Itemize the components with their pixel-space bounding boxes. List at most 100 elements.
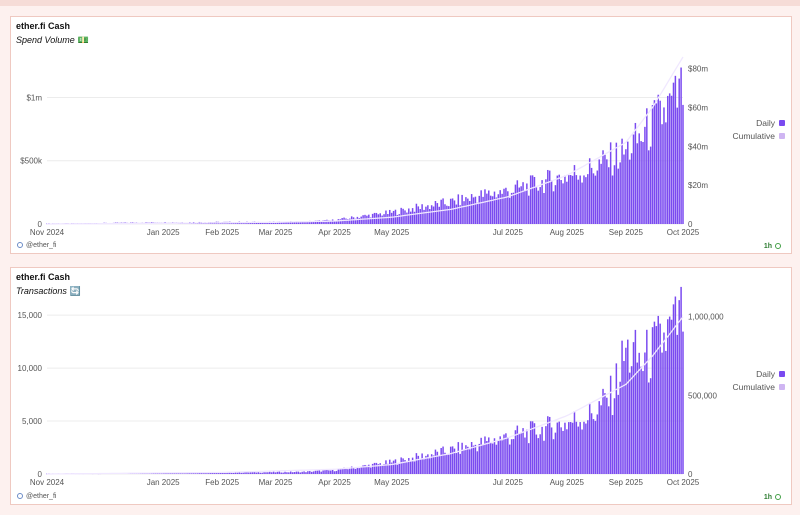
daily-bar [284, 471, 286, 474]
chart-legend[interactable]: Daily Cumulative [732, 368, 785, 394]
spend-volume-panel: ether.fi Cash Spend Volume 💵 0 $500k $1m 0 $2… [10, 16, 792, 254]
freshness-text: 1h [763, 494, 772, 501]
daily-bar [508, 197, 511, 224]
daily-bar [219, 472, 222, 474]
daily-bar [425, 455, 427, 474]
daily-bar [493, 191, 496, 224]
daily-bar [604, 393, 606, 474]
daily-bar [341, 468, 343, 474]
daily-bar [168, 473, 170, 474]
daily-bars [46, 286, 684, 475]
daily-bar [170, 473, 172, 474]
y-right-tick-label: 0 [688, 220, 693, 229]
daily-bar [295, 471, 298, 474]
daily-bar [360, 466, 362, 474]
daily-bar [651, 105, 654, 224]
daily-bar [269, 471, 271, 474]
daily-bar [594, 175, 597, 224]
legend-item-daily[interactable]: Daily [732, 117, 785, 130]
top-strip [0, 0, 800, 6]
daily-bar [293, 221, 296, 224]
daily-bar [642, 141, 644, 224]
daily-bar [453, 448, 456, 474]
daily-bar [541, 426, 543, 474]
daily-bar [459, 453, 461, 474]
daily-bar [284, 221, 286, 224]
daily-bar [592, 419, 595, 474]
daily-bar [528, 443, 530, 474]
daily-bar [358, 217, 361, 224]
daily-bar [215, 472, 218, 474]
daily-bar [314, 470, 317, 474]
daily-bar [596, 170, 599, 224]
daily-bar [369, 217, 372, 224]
daily-bar [644, 352, 646, 474]
daily-bar [272, 471, 275, 474]
daily-bar [352, 467, 355, 474]
daily-bar [303, 221, 305, 224]
daily-bar [267, 222, 269, 224]
daily-bar [545, 426, 547, 474]
daily-bar [352, 217, 355, 224]
daily-bar [533, 423, 536, 474]
daily-bar [625, 347, 627, 474]
legend-item-daily[interactable]: Daily [732, 368, 785, 381]
daily-bar [560, 180, 562, 224]
daily-bar [520, 186, 522, 224]
daily-bar [514, 184, 517, 224]
daily-bar [175, 473, 178, 474]
daily-bar [562, 183, 564, 224]
daily-bar [289, 471, 292, 474]
daily-bar [194, 473, 197, 474]
daily-bar [657, 315, 659, 474]
daily-bar [297, 221, 300, 224]
daily-bar [255, 222, 258, 224]
daily-bar [474, 196, 477, 224]
daily-bar [299, 472, 301, 474]
daily-bar [676, 107, 679, 224]
daily-bar [436, 203, 439, 224]
legend-item-cumulative[interactable]: Cumulative [732, 381, 785, 394]
refresh-emoji-icon: 🔄 [69, 286, 82, 296]
source-handle[interactable]: @ether_fi [17, 242, 56, 249]
daily-bar [628, 372, 631, 474]
daily-bar [409, 461, 412, 474]
daily-bar [537, 190, 540, 224]
daily-bar [482, 196, 484, 224]
daily-bar [230, 472, 233, 474]
daily-bar [444, 452, 446, 474]
daily-bar [558, 174, 560, 224]
handle-text: @ether_fi [26, 242, 57, 249]
daily-bar [602, 388, 604, 474]
daily-bar [463, 449, 465, 474]
daily-bar [282, 222, 284, 224]
x-tick-label: Oct 2025 [667, 478, 700, 487]
daily-bar [649, 378, 652, 474]
x-tick-label: Aug 2025 [550, 228, 585, 237]
daily-bar [238, 472, 241, 474]
daily-bar [316, 220, 319, 224]
daily-bar [457, 194, 460, 224]
daily-bar [366, 215, 368, 224]
daily-bar [307, 221, 309, 224]
daily-bar [646, 329, 648, 474]
daily-bar [369, 467, 372, 474]
legend-item-cumulative[interactable]: Cumulative [732, 130, 785, 143]
daily-bar [661, 124, 663, 224]
cumulative-line [47, 316, 684, 475]
daily-bar [566, 429, 568, 474]
source-handle[interactable]: @ether_fi [17, 493, 56, 500]
daily-bar [489, 195, 492, 224]
daily-bar [564, 175, 566, 224]
daily-bars [46, 67, 684, 225]
daily-bar [510, 192, 513, 224]
daily-bar [356, 467, 359, 474]
daily-bar [451, 198, 454, 224]
chart-legend[interactable]: Daily Cumulative [732, 117, 785, 143]
daily-bar [217, 472, 220, 474]
daily-bar [467, 198, 469, 224]
daily-bar [318, 470, 321, 474]
daily-bar [522, 182, 524, 224]
daily-bar [581, 182, 583, 224]
daily-bar [381, 465, 383, 474]
